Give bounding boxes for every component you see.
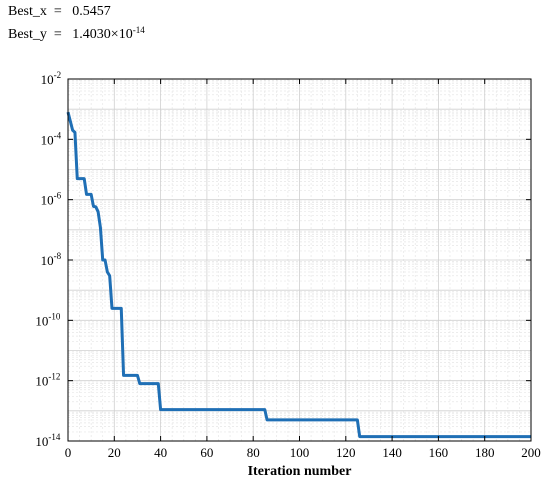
best-y-value: 1.4030×10 xyxy=(72,27,133,42)
series-layer xyxy=(66,111,531,439)
results-block: Best_x = 0.5457 Best_y = 1.4030×10-14 xyxy=(8,3,145,44)
x-tick-label: 80 xyxy=(247,445,260,460)
best-y-exponent: -14 xyxy=(132,25,145,35)
series-line-0 xyxy=(66,111,531,439)
x-tick-label: 180 xyxy=(475,445,495,460)
y-tick-label: 10-12 xyxy=(35,372,60,389)
ticks: 0 20 40 60 80 100 120 140 160 180 200 10-2 10-4 10-6 1… xyxy=(35,70,540,460)
x-tick-label: 200 xyxy=(521,445,541,460)
best-y-label: Best_y xyxy=(8,27,47,42)
x-tick-label: 120 xyxy=(336,445,356,460)
x-tick-label: 160 xyxy=(429,445,449,460)
best-x-row: Best_x = 0.5457 xyxy=(8,4,111,19)
x-tick-label: 100 xyxy=(290,445,310,460)
y-tick-label: 10-10 xyxy=(35,311,60,328)
x-tick-label: 40 xyxy=(154,445,167,460)
y-tick-label: 10-8 xyxy=(41,251,62,268)
grid xyxy=(68,79,531,441)
y-tick-label: 10-4 xyxy=(41,130,62,147)
x-tick-label: 140 xyxy=(382,445,402,460)
best-x-label: Best_x xyxy=(8,4,47,19)
best-y-row: Best_y = 1.4030×10-14 xyxy=(8,25,145,42)
x-tick-label: 60 xyxy=(200,445,213,460)
y-tick-label: 10-2 xyxy=(41,70,62,87)
y-tick-label: 10-14 xyxy=(35,432,60,449)
x-tick-label: 0 xyxy=(65,445,72,460)
best-x-value: 0.5457 xyxy=(72,4,111,19)
x-axis-label: Iteration number xyxy=(248,464,352,479)
y-tick-label: 10-6 xyxy=(41,191,62,208)
x-tick-label: 20 xyxy=(108,445,121,460)
